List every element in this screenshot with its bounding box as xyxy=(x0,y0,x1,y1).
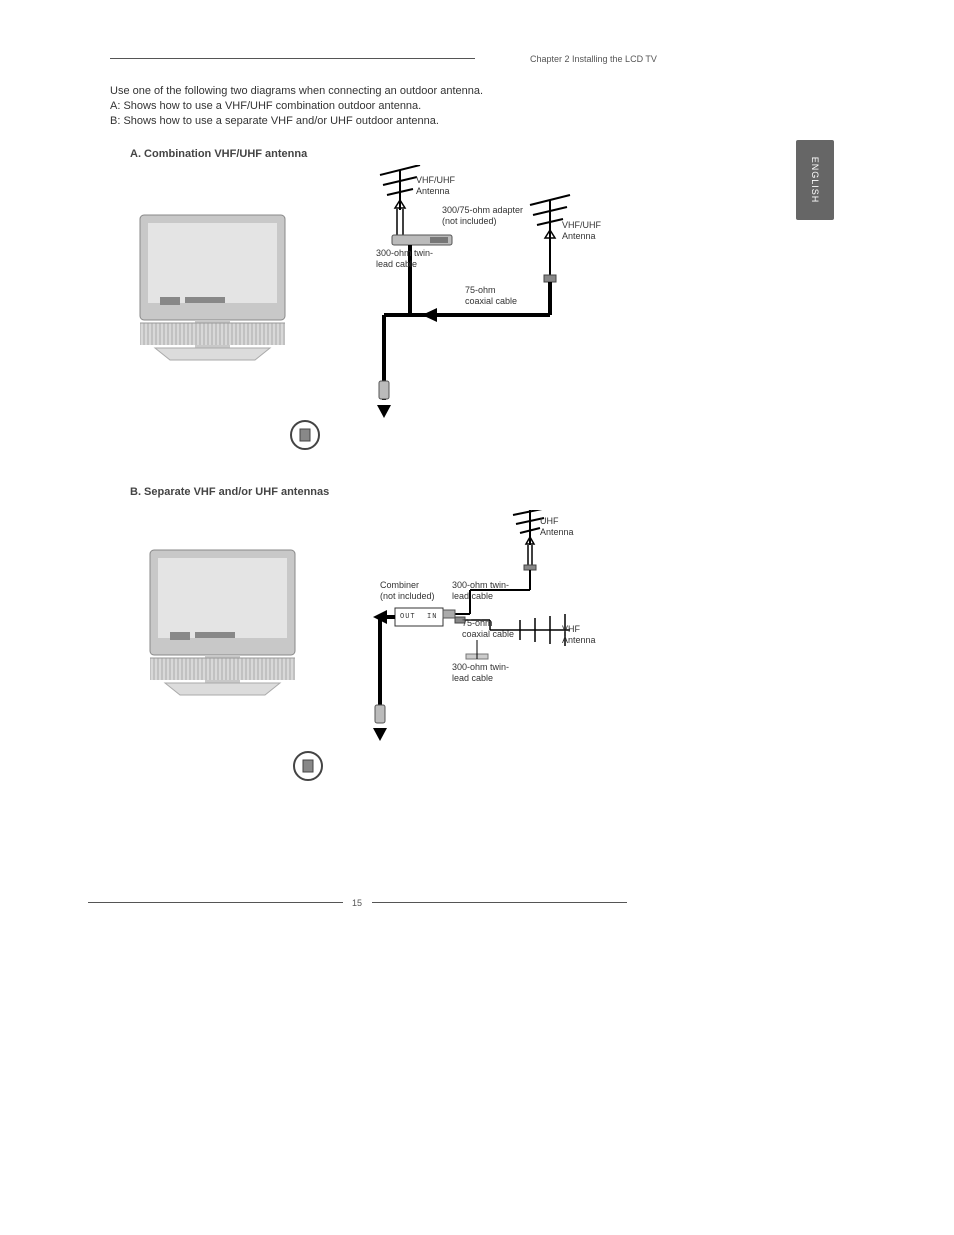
language-tab-text: ENGLISH xyxy=(810,157,820,204)
label-vhf: VHF Antenna xyxy=(562,624,596,646)
diagram-b-svg xyxy=(140,510,630,800)
label-twinlead2: 300-ohm twin- lead cable xyxy=(452,662,509,684)
label-uhf: UHF Antenna xyxy=(540,516,574,538)
label-coax: 75-ohm coaxial cable xyxy=(462,618,514,640)
label-twinlead1: 300-ohm twin- lead cable xyxy=(452,580,509,602)
antenna-left-icon xyxy=(380,165,420,210)
intro-line2: A: Shows how to use a VHF/UHF combinatio… xyxy=(110,99,483,114)
language-tab: ENGLISH xyxy=(796,140,834,220)
diagram-a-svg xyxy=(130,165,630,455)
intro-line1: Use one of the following two diagrams wh… xyxy=(110,84,483,99)
label-antenna2: VHF/UHF Antenna xyxy=(562,220,601,242)
plug-icon xyxy=(375,705,385,723)
chapter-title: Chapter 2 Installing the LCD TV xyxy=(530,54,657,64)
diagram-a: VHF/UHF Antenna 300/75-ohm adapter (not … xyxy=(130,165,630,455)
header-rule xyxy=(110,58,475,59)
page-number: 15 xyxy=(352,898,362,908)
diagram-b: UHF Antenna Combiner (not included) 300-… xyxy=(140,510,630,800)
arrow-left-icon xyxy=(422,308,437,322)
footer-rule-left xyxy=(88,902,343,903)
label-twinlead: 300-ohm twin- lead cable xyxy=(376,248,433,270)
label-adapter: 300/75-ohm adapter (not included) xyxy=(442,205,523,227)
arrow-down-icon xyxy=(373,728,387,741)
intro-text: Use one of the following two diagrams wh… xyxy=(110,84,483,129)
arrow-down-icon xyxy=(377,405,391,418)
footer-rule-right xyxy=(372,902,627,903)
page-container: Chapter 2 Installing the LCD TV Use one … xyxy=(0,0,954,1235)
intro-line3: B: Shows how to use a separate VHF and/o… xyxy=(110,114,483,129)
vhf-antenna-icon xyxy=(510,614,570,646)
combiner-in: IN xyxy=(427,613,437,621)
label-antenna1: VHF/UHF Antenna xyxy=(416,175,455,197)
monitor-icon xyxy=(150,550,295,695)
monitor-icon xyxy=(140,215,285,360)
combiner-out: OUT xyxy=(400,613,416,621)
label-combiner: Combiner (not included) xyxy=(380,580,435,602)
section-a-heading: A. Combination VHF/UHF antenna xyxy=(130,148,307,160)
label-coax: 75-ohm coaxial cable xyxy=(465,285,517,307)
section-b-heading: B. Separate VHF and/or UHF antennas xyxy=(130,486,329,498)
plug-icon xyxy=(379,381,389,399)
coax-connector-icon xyxy=(544,275,556,282)
